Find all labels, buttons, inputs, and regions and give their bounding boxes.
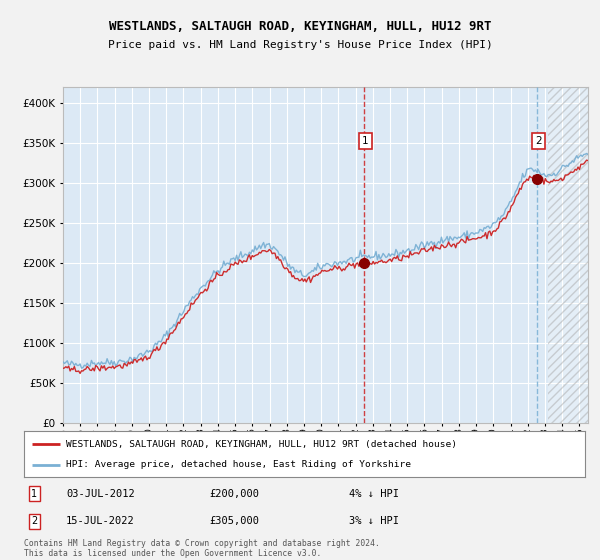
Text: HPI: Average price, detached house, East Riding of Yorkshire: HPI: Average price, detached house, East… (66, 460, 411, 469)
Text: 1: 1 (362, 136, 369, 146)
Text: 03-JUL-2012: 03-JUL-2012 (66, 489, 135, 498)
Text: 2: 2 (31, 516, 37, 526)
Text: 2: 2 (535, 136, 542, 146)
Text: 3% ↓ HPI: 3% ↓ HPI (349, 516, 400, 526)
Text: 15-JUL-2022: 15-JUL-2022 (66, 516, 135, 526)
Text: Contains HM Land Registry data © Crown copyright and database right 2024.
This d: Contains HM Land Registry data © Crown c… (24, 539, 380, 558)
Text: 4% ↓ HPI: 4% ↓ HPI (349, 489, 400, 498)
Text: 1: 1 (31, 489, 37, 498)
Bar (548, 87, 588, 423)
Text: £305,000: £305,000 (209, 516, 259, 526)
Text: WESTLANDS, SALTAUGH ROAD, KEYINGHAM, HULL, HU12 9RT (detached house): WESTLANDS, SALTAUGH ROAD, KEYINGHAM, HUL… (66, 440, 457, 449)
Bar (548, 87, 588, 423)
Text: Price paid vs. HM Land Registry's House Price Index (HPI): Price paid vs. HM Land Registry's House … (107, 40, 493, 50)
Text: WESTLANDS, SALTAUGH ROAD, KEYINGHAM, HULL, HU12 9RT: WESTLANDS, SALTAUGH ROAD, KEYINGHAM, HUL… (109, 20, 491, 32)
Text: £200,000: £200,000 (209, 489, 259, 498)
